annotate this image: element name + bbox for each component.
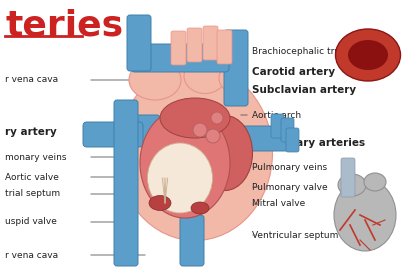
Text: r vena cava: r vena cava — [5, 76, 58, 85]
Text: Pulmonary veins: Pulmonary veins — [252, 162, 327, 171]
Text: Aortic arch: Aortic arch — [252, 111, 301, 120]
Text: r vena cava: r vena cava — [5, 251, 58, 260]
Circle shape — [206, 129, 220, 143]
FancyBboxPatch shape — [286, 128, 299, 152]
Ellipse shape — [219, 64, 247, 92]
FancyBboxPatch shape — [83, 122, 143, 147]
FancyBboxPatch shape — [171, 31, 186, 65]
Ellipse shape — [118, 66, 273, 241]
Text: Pulmonary valve: Pulmonary valve — [252, 183, 328, 192]
Ellipse shape — [149, 195, 171, 211]
Ellipse shape — [191, 202, 209, 214]
Text: uspid valve: uspid valve — [5, 218, 57, 227]
Circle shape — [211, 112, 223, 124]
Text: Carotid artery: Carotid artery — [252, 67, 335, 77]
Text: Subclavian artery: Subclavian artery — [252, 85, 356, 95]
Ellipse shape — [348, 40, 388, 70]
Ellipse shape — [140, 108, 230, 218]
FancyBboxPatch shape — [241, 126, 289, 151]
Text: Brachiocephalic trunk: Brachiocephalic trunk — [252, 48, 351, 57]
FancyBboxPatch shape — [131, 44, 229, 72]
Ellipse shape — [184, 59, 226, 94]
Text: Pulmonary arteries: Pulmonary arteries — [252, 138, 365, 148]
FancyBboxPatch shape — [203, 26, 218, 60]
FancyBboxPatch shape — [281, 118, 294, 142]
FancyBboxPatch shape — [224, 30, 248, 106]
Text: Mitral valve: Mitral valve — [252, 199, 305, 209]
Text: monary veins: monary veins — [5, 153, 66, 162]
Ellipse shape — [338, 174, 366, 196]
Text: trial septum: trial septum — [5, 190, 60, 199]
Text: Ventricular septum: Ventricular septum — [252, 230, 339, 239]
FancyBboxPatch shape — [341, 158, 355, 197]
FancyBboxPatch shape — [126, 115, 160, 146]
Text: ry artery: ry artery — [5, 127, 57, 137]
FancyBboxPatch shape — [271, 114, 284, 138]
Text: Aortic valve: Aortic valve — [5, 172, 59, 181]
FancyBboxPatch shape — [180, 215, 204, 266]
FancyBboxPatch shape — [217, 30, 232, 64]
Circle shape — [193, 123, 207, 137]
Ellipse shape — [147, 143, 213, 213]
Ellipse shape — [364, 173, 386, 191]
Text: teries: teries — [5, 8, 123, 42]
FancyBboxPatch shape — [114, 100, 138, 266]
Ellipse shape — [336, 29, 401, 81]
Ellipse shape — [334, 179, 396, 251]
Ellipse shape — [129, 60, 181, 100]
Ellipse shape — [160, 98, 230, 138]
FancyBboxPatch shape — [127, 15, 151, 71]
FancyBboxPatch shape — [187, 28, 202, 62]
Ellipse shape — [197, 115, 252, 190]
